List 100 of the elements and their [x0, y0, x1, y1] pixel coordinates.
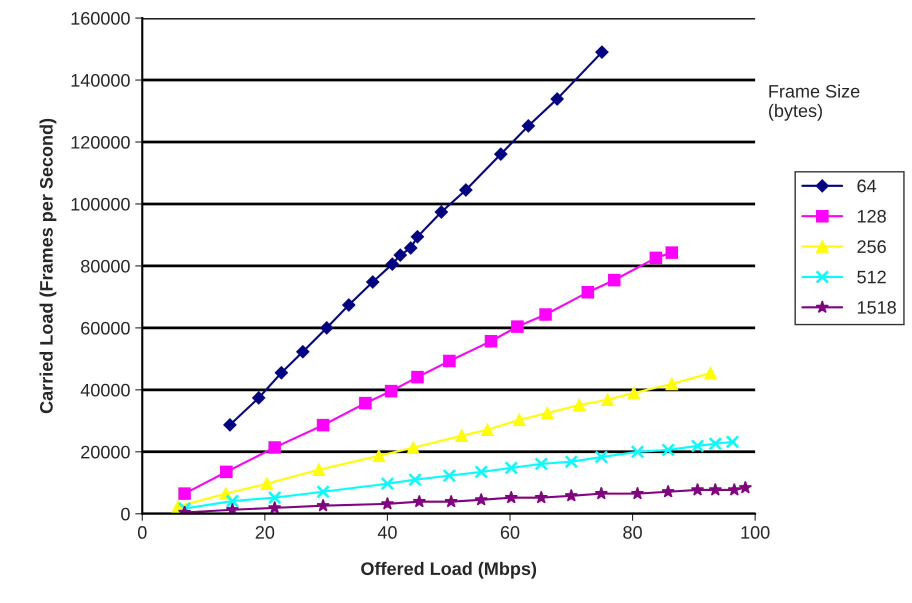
y-tick-label: 0: [121, 508, 130, 520]
point: [380, 476, 394, 491]
point: [455, 429, 468, 442]
x-tick-label: 40: [378, 526, 397, 539]
point: [459, 183, 472, 197]
point: [666, 246, 678, 259]
point: [595, 46, 609, 59]
point: [534, 457, 548, 471]
point: [268, 500, 282, 514]
point: [411, 370, 424, 384]
point: [359, 396, 372, 410]
point: [406, 442, 420, 454]
point: [738, 480, 752, 494]
point: [268, 441, 281, 454]
point: [564, 454, 578, 469]
point: [708, 482, 722, 496]
point: [274, 366, 288, 380]
point: [704, 366, 717, 380]
y-tick-label: 40000: [80, 384, 130, 397]
point: [220, 466, 232, 478]
point: [252, 391, 266, 404]
point: [594, 450, 608, 464]
x-tick-label: 20: [256, 526, 274, 539]
point: [404, 241, 418, 255]
point: [728, 482, 741, 496]
legend-title: Frame Size (bytes): [769, 84, 860, 121]
point: [178, 487, 191, 500]
y-tick-label: 20000: [81, 446, 130, 459]
point: [504, 461, 518, 475]
legend-label: 64: [857, 180, 876, 192]
point: [226, 494, 240, 508]
point: [661, 443, 675, 457]
point: [628, 386, 640, 400]
y-tick-label: 60000: [81, 322, 130, 335]
point: [223, 418, 236, 432]
point: [630, 444, 644, 459]
point: [442, 468, 456, 482]
point: [511, 320, 524, 333]
point: [650, 252, 662, 264]
point: [316, 498, 330, 512]
point: [408, 472, 422, 486]
point: [410, 230, 424, 244]
point: [312, 464, 326, 476]
point: [372, 450, 386, 462]
point: [630, 486, 644, 500]
x-axis-title: Offered Load (Mbps): [361, 562, 536, 579]
point: [342, 298, 356, 312]
point: [320, 321, 334, 334]
point: [386, 257, 399, 271]
point: [380, 496, 394, 510]
point: [484, 334, 498, 348]
y-axis-title: Carried Load (Frames per Second): [40, 118, 56, 414]
point: [539, 308, 552, 321]
point: [690, 482, 704, 496]
y-tick-label: 120000: [72, 136, 130, 149]
point: [434, 205, 448, 219]
y-tick-label: 140000: [72, 74, 130, 87]
point: [178, 502, 192, 514]
point: [366, 275, 380, 289]
x-tick-label: 80: [623, 526, 642, 539]
point: [412, 494, 426, 508]
point: [564, 488, 578, 502]
point: [316, 418, 330, 432]
x-tick-label: 60: [500, 526, 520, 539]
point: [541, 406, 554, 420]
point: [608, 274, 620, 286]
point: [444, 494, 458, 508]
legend-label: 512: [857, 270, 886, 284]
point: [661, 484, 675, 498]
point: [384, 384, 398, 398]
point: [522, 119, 535, 132]
y-tick-label: 80000: [81, 260, 130, 273]
point: [443, 354, 456, 368]
point: [268, 490, 282, 504]
point: [726, 435, 740, 449]
point: [504, 490, 518, 504]
point: [666, 378, 678, 390]
point: [474, 465, 488, 479]
point: [550, 92, 564, 106]
point: [260, 477, 273, 490]
point: [582, 286, 594, 299]
x-tick-label: 100: [741, 526, 770, 539]
point: [601, 394, 614, 406]
point: [594, 486, 608, 500]
point: [708, 436, 722, 451]
y-tick-label: 160000: [72, 12, 130, 25]
legend-label: 128: [858, 210, 886, 223]
point: [474, 492, 488, 506]
legend-label: 256: [857, 240, 886, 254]
point: [572, 398, 586, 412]
point: [494, 148, 508, 161]
point: [296, 345, 310, 358]
point: [394, 248, 407, 262]
point: [316, 484, 330, 499]
point: [481, 424, 494, 436]
point: [534, 490, 548, 504]
x-tick-label: 0: [138, 526, 147, 539]
point: [690, 439, 704, 453]
legend-label: 1518: [858, 301, 896, 314]
y-tick-label: 100000: [72, 198, 130, 211]
